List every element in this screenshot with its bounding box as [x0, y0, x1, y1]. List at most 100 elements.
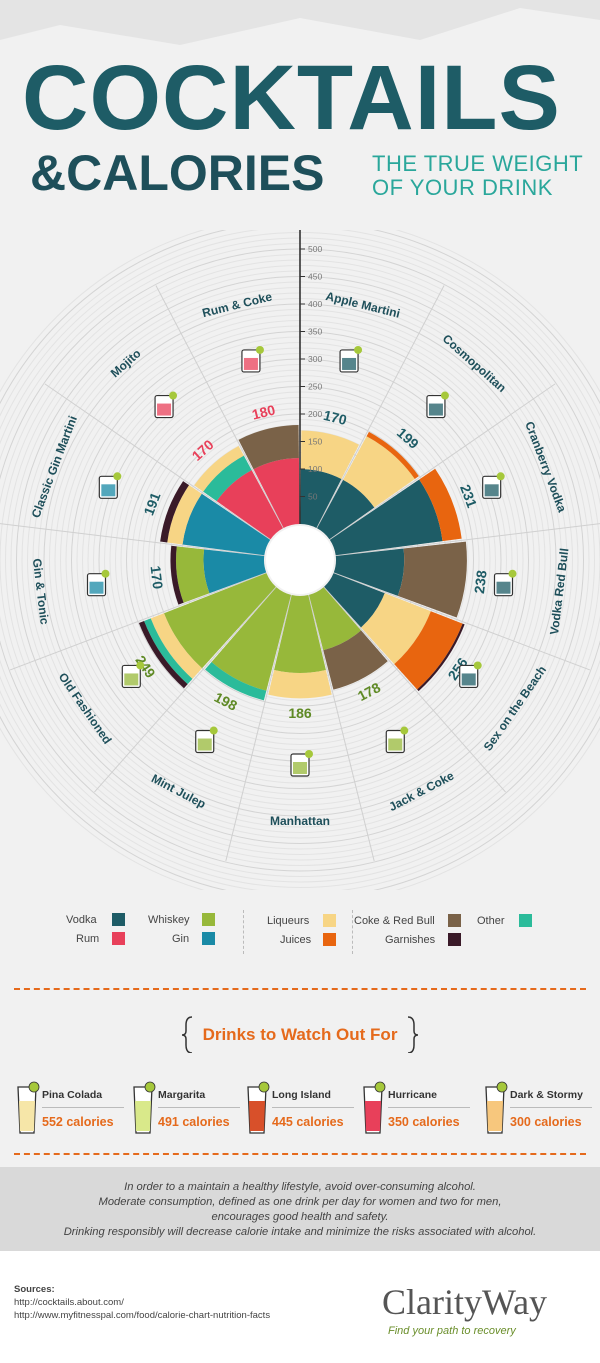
spoke — [0, 523, 265, 557]
spoke — [333, 572, 591, 671]
bar-segment-juices — [394, 611, 463, 690]
bar-segment-rum — [216, 470, 283, 540]
bar-segment-liqueurs — [361, 593, 431, 665]
header-decoration — [0, 0, 600, 45]
source-link-1[interactable]: http://cocktails.about.com/ — [14, 1297, 124, 1308]
watch-title: Drinks to Watch Out For — [202, 1025, 398, 1044]
cocktail-glass-icon — [482, 472, 505, 499]
bar-segment-vodka — [324, 573, 385, 628]
watch-drink-calories: 445 calories — [272, 1115, 344, 1129]
spoke — [323, 586, 506, 793]
scale-axis: 55050045040035030025020015010050 — [299, 230, 322, 524]
bar-segment-vodka — [317, 479, 375, 540]
cocktail-glass-icon — [121, 661, 145, 689]
page-title-line2: &CALORIES — [30, 145, 325, 201]
bar-segment-juices — [419, 468, 462, 542]
drink-total: 180 — [250, 402, 277, 423]
bar-segment-coke-red-bull — [397, 541, 467, 618]
legend-divider — [352, 910, 353, 954]
bar-segment-juices — [366, 431, 419, 479]
legend-label: Juices — [280, 934, 312, 946]
bar-segment-liqueurs — [167, 485, 202, 545]
bar-segment-whiskey — [176, 546, 210, 603]
watch-drink-name: Pina Colada — [42, 1089, 103, 1101]
legend-swatch — [112, 913, 125, 926]
watch-divider — [272, 1107, 354, 1108]
bar-segment-garnishes — [138, 621, 188, 689]
drink-total: 191 — [140, 490, 163, 518]
drink-name: Manhattan — [270, 814, 330, 828]
watch-item: Long Island 445 calories — [244, 1075, 362, 1145]
watch-drink-name: Margarita — [158, 1089, 206, 1101]
bar-segment-vodka — [329, 479, 443, 556]
sources-label: Sources: — [14, 1284, 55, 1295]
legend-divider — [243, 910, 244, 954]
watch-item: Hurricane 350 calories — [360, 1075, 478, 1145]
bar-segment-whiskey — [274, 595, 326, 673]
scale-tick-label: 450 — [308, 272, 322, 282]
legend-label: Gin — [172, 933, 190, 945]
watch-divider — [510, 1107, 592, 1108]
logo-tagline: Find your path to recovery — [388, 1325, 516, 1337]
bar-segment-gin — [203, 549, 267, 594]
bar-segment-other — [203, 455, 252, 502]
drink-total: 170 — [147, 565, 166, 590]
scale-tick-label: 500 — [308, 244, 322, 254]
spoke — [329, 383, 556, 540]
legend-label: Rum — [76, 933, 100, 945]
legend-swatch — [202, 913, 215, 926]
scale-tick-label: 400 — [308, 299, 322, 309]
spoke — [308, 594, 375, 862]
drink-glass-icon — [17, 1081, 40, 1134]
cocktail-glass-icon — [426, 391, 449, 419]
spoke — [9, 572, 267, 671]
watch-title-braces — [181, 1016, 419, 1053]
bar-segment-garnishes — [170, 545, 184, 605]
spoke — [335, 523, 600, 557]
scale-tick-label: 250 — [308, 382, 322, 392]
bar-segment-coke-red-bull — [323, 630, 388, 690]
logo: ClarityWay — [382, 1282, 548, 1322]
drink-total: 170 — [189, 436, 217, 464]
page-title: COCKTAILS — [22, 47, 561, 149]
spoke — [225, 594, 292, 862]
bar-segment-gin — [182, 493, 271, 556]
header: COCKTAILS &CALORIES THE TRUE WEIGHT OF Y… — [0, 0, 600, 220]
spoke — [94, 586, 277, 793]
bar-segment-coke-red-bull — [238, 425, 299, 470]
watch-drink-calories: 350 calories — [388, 1115, 460, 1129]
legend-label: Whiskey — [148, 914, 190, 926]
scale-tick-label: 350 — [308, 327, 322, 337]
source-link-2[interactable]: http://www.myfitnesspal.com/food/calorie… — [14, 1310, 271, 1321]
bar-segment-liqueurs — [150, 613, 203, 679]
bar-segment-whiskey — [308, 587, 362, 651]
legend-swatch — [519, 914, 532, 927]
spoke — [155, 285, 284, 529]
page-subtitle: THE TRUE WEIGHT OF YOUR DRINK — [372, 151, 584, 200]
drink-name: Rum & Coke — [201, 289, 274, 320]
disclaimer-line1: In order to a maintain a healthy lifesty… — [124, 1181, 476, 1193]
scale-tick-label: 300 — [308, 354, 322, 364]
drink-glass-icon — [485, 1081, 508, 1134]
watch-divider — [42, 1107, 124, 1108]
legend-label: Garnishes — [385, 934, 436, 946]
divider-bottom — [14, 1153, 586, 1155]
disclaimer-line2: Moderate consumption, defined as one dri… — [98, 1196, 502, 1208]
watch-drink-calories: 491 calories — [158, 1115, 230, 1129]
spoke — [44, 383, 271, 540]
bar-segment-liqueurs — [343, 436, 415, 508]
cocktail-glass-icon — [241, 345, 264, 373]
bar-segment-whiskey — [164, 573, 276, 669]
legend-swatch — [202, 932, 215, 945]
cocktail-glass-icon — [493, 569, 517, 597]
bar-segment-vodka — [300, 469, 342, 528]
cocktail-glass-icon — [459, 661, 482, 689]
disclaimer-line3: encourages good health and safety. — [211, 1211, 389, 1223]
legend-swatch — [448, 914, 461, 927]
drink-name: Mojito — [108, 346, 144, 380]
drink-bar: 238 Vodka Red Bull — [333, 541, 571, 636]
legend-swatch — [448, 933, 461, 946]
drink-glass-icon — [133, 1081, 156, 1134]
scale-tick-label: 150 — [308, 437, 322, 447]
subtitle-line1: THE TRUE WEIGHT — [372, 151, 584, 176]
